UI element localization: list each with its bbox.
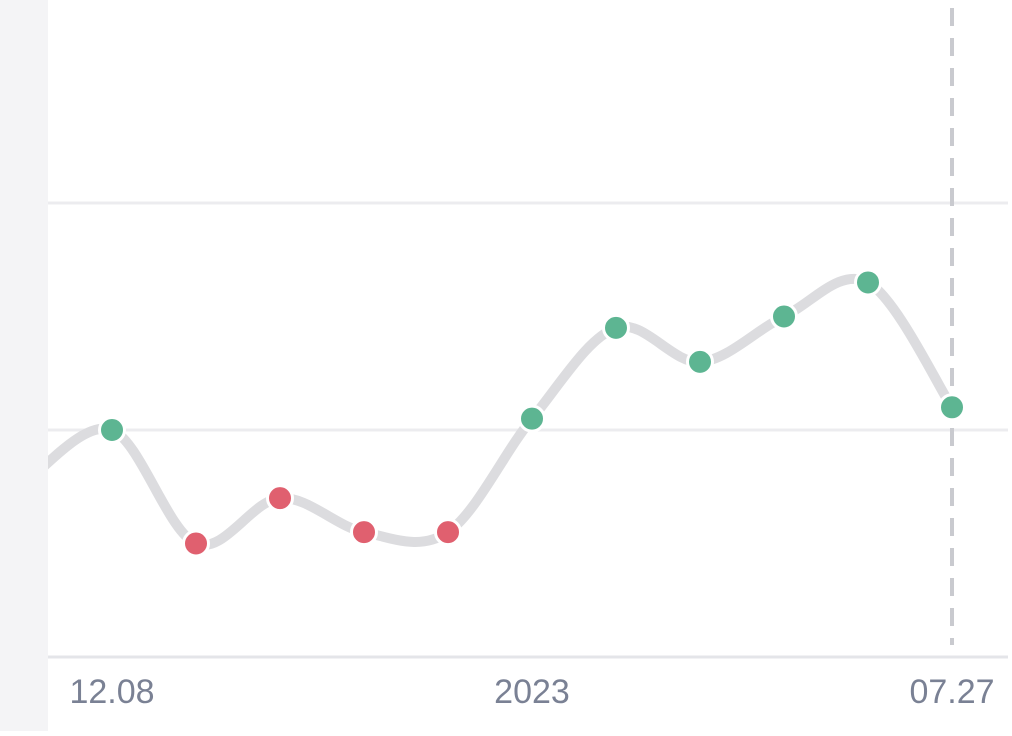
point: [350, 518, 378, 547]
point: [266, 484, 294, 513]
side-strip: [0, 0, 48, 731]
point: [686, 347, 714, 376]
x-axis: 12.08 2023 07.27: [69, 673, 994, 711]
plot-area: [48, 268, 966, 558]
point: [98, 416, 126, 444]
point: [434, 518, 462, 547]
x-tick-label: 07.27: [909, 673, 994, 711]
x-tick-label: 2023: [494, 673, 570, 711]
point: [518, 404, 546, 433]
point: [854, 268, 882, 297]
point: [182, 529, 210, 558]
line: [48, 273, 957, 550]
point: [770, 302, 798, 331]
point: [602, 313, 630, 342]
x-tick-label: 12.08: [69, 673, 154, 711]
point: [938, 393, 966, 422]
